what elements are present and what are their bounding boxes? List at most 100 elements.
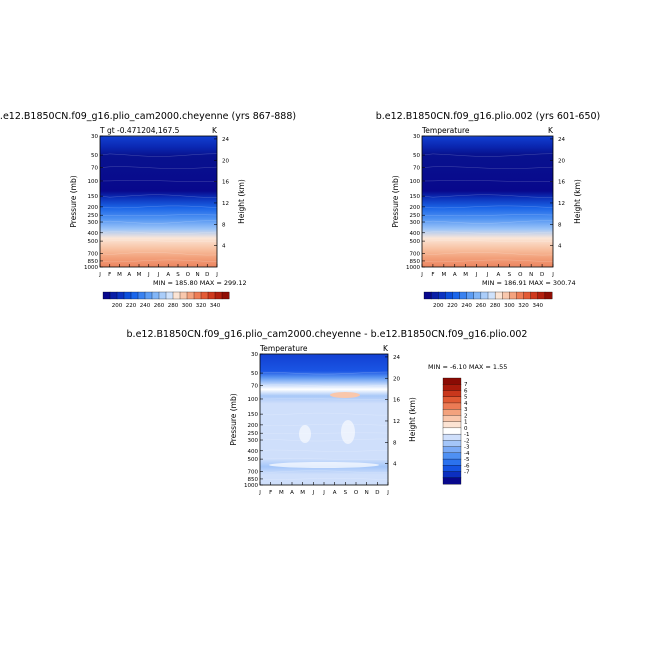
contour-line <box>99 153 218 157</box>
colorbar-cell <box>487 291 496 300</box>
y-right-tick-label: 12 <box>393 419 400 425</box>
y-tick-label: 400 <box>248 449 259 455</box>
colorbar-cell <box>442 409 462 416</box>
plot-field <box>100 136 217 267</box>
colorbar-cell <box>172 291 181 300</box>
colorbar-cell <box>151 291 160 300</box>
y-tick-label: 100 <box>248 397 259 403</box>
x-tick-label: J <box>475 272 478 278</box>
y-tick-label: 850 <box>410 259 421 265</box>
colorbar-cell <box>442 458 462 466</box>
colorbar-cell <box>207 291 216 300</box>
y-tick-label: 250 <box>248 431 259 437</box>
y-tick-label: 30 <box>91 134 98 140</box>
colorbar-cell <box>442 384 462 391</box>
colorbar-cell <box>442 421 462 429</box>
y-right-axis-label: Height (km) <box>408 397 417 442</box>
y-right-tick-label: 8 <box>393 440 397 446</box>
y-right-axis-label: Height (km) <box>573 179 582 224</box>
x-tick-label: J <box>386 490 389 496</box>
contour-line <box>259 371 389 375</box>
low-band <box>269 462 379 468</box>
colorbar-label: 260 <box>476 303 487 309</box>
y-tick-label: 850 <box>248 477 259 483</box>
x-tick-label: M <box>137 272 142 278</box>
field-label: T gt -0.471204,167.5 <box>99 126 180 135</box>
x-tick-label: J <box>551 272 554 278</box>
colorbar-label: 5 <box>464 395 468 401</box>
warm-anomaly <box>330 392 360 398</box>
contour-line <box>421 220 553 224</box>
x-tick-label: J <box>147 272 150 278</box>
x-tick-label: N <box>365 490 369 496</box>
contour-line <box>99 220 217 224</box>
x-tick-label: A <box>497 272 501 278</box>
x-tick-label: A <box>453 272 457 278</box>
x-tick-label: A <box>127 272 131 278</box>
colorbar-label: 320 <box>196 303 207 309</box>
x-tick-label: M <box>279 490 284 496</box>
contour-line <box>421 252 554 256</box>
x-tick-label: N <box>195 272 199 278</box>
contour-line <box>259 432 389 434</box>
colorbar-label: 260 <box>154 303 165 309</box>
colorbar-label: -7 <box>464 470 470 476</box>
x-tick-label: J <box>322 490 325 496</box>
y-right-tick-label: 12 <box>222 201 229 207</box>
x-tick-label: D <box>375 490 379 496</box>
y-axis-label: Pressure (mb) <box>391 175 400 227</box>
y-tick-label: 700 <box>410 252 421 258</box>
y-right-tick-label: 24 <box>393 355 400 361</box>
x-tick-label: F <box>431 272 434 278</box>
y-tick-label: 200 <box>88 205 99 211</box>
plot-field <box>422 136 553 267</box>
colorbar-label: -6 <box>464 463 470 469</box>
y-axis-label: Pressure (mb) <box>69 175 78 227</box>
colorbar-cell <box>502 291 510 300</box>
colorbar-cell <box>445 291 453 300</box>
contour-line <box>99 240 218 242</box>
y-tick-label: 70 <box>413 166 420 172</box>
x-tick-label: J <box>215 272 218 278</box>
y-tick-label: 1000 <box>84 265 98 271</box>
x-tick-label: J <box>98 272 101 278</box>
x-tick-label: O <box>518 272 523 278</box>
contour-line <box>99 231 218 235</box>
colorbar-cell <box>544 291 553 300</box>
colorbar-label: 240 <box>140 303 151 309</box>
colorbar-cell <box>442 452 462 460</box>
x-tick-label: M <box>463 272 468 278</box>
colorbar-cell <box>144 291 153 300</box>
units-label: K <box>383 344 389 353</box>
y-right-tick-label: 20 <box>393 376 400 382</box>
x-tick-label: N <box>529 272 533 278</box>
colorbar-cell <box>442 427 462 435</box>
colorbar-cell <box>423 291 432 300</box>
panel-title: b.e12.B1850CN.f09_g16.plio_cam2000.cheye… <box>0 111 296 122</box>
colorbar-cell <box>523 291 532 300</box>
stats-label: MIN = 186.91 MAX = 300.74 <box>482 279 576 287</box>
colorbar-label: 4 <box>464 401 468 407</box>
colorbar-cell <box>438 291 446 300</box>
x-tick-label: F <box>108 272 111 278</box>
y-tick-label: 150 <box>248 412 259 418</box>
y-tick-label: 200 <box>410 205 421 211</box>
y-tick-label: 250 <box>410 213 421 219</box>
y-tick-label: 150 <box>410 194 421 200</box>
y-tick-label: 500 <box>248 457 259 463</box>
contour-line <box>259 470 389 473</box>
y-tick-label: 50 <box>251 371 258 377</box>
colorbar-label: 200 <box>112 303 123 309</box>
y-tick-label: 50 <box>413 153 420 159</box>
colorbar-label: 320 <box>518 303 529 309</box>
y-tick-label: 700 <box>88 252 99 258</box>
colorbar-cell <box>200 291 209 300</box>
x-tick-label: J <box>157 272 160 278</box>
y-right-tick-label: 20 <box>558 158 565 164</box>
stats-label: MIN = -6.10 MAX = 1.55 <box>428 363 507 371</box>
colorbar-cell <box>221 291 230 300</box>
colorbar-cell <box>193 291 202 300</box>
contour-line <box>259 449 389 452</box>
x-tick-label: S <box>176 272 180 278</box>
colorbar-cell <box>442 465 462 472</box>
